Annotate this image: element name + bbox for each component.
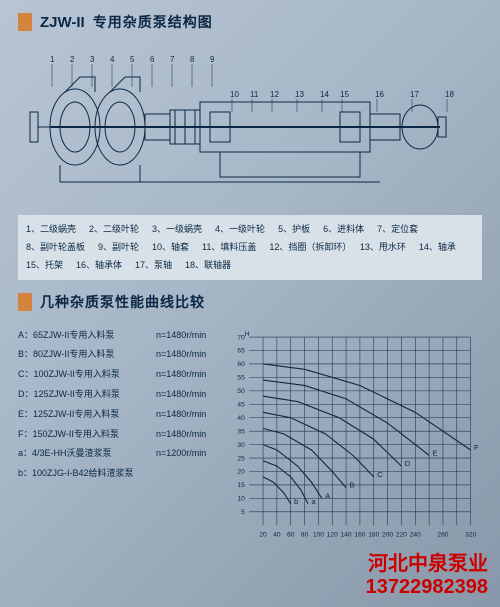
section1-header: ZJW-II 专用杂质泵结构图 [18,12,482,32]
svg-text:18: 18 [445,90,454,99]
svg-text:5: 5 [130,55,135,64]
svg-text:16: 16 [375,90,384,99]
svg-text:160: 160 [355,531,366,538]
legend-item: 4、一级叶轮 [215,221,274,237]
legend-item: 7、定位套 [377,221,427,237]
company-name: 河北中泉泵业 [366,547,488,576]
legend-item: 3、一级蜗壳 [152,221,211,237]
svg-text:17: 17 [410,90,419,99]
pump-row: a：4/3E-HH沃曼渣浆泵n=1200r/min [18,444,206,464]
svg-text:35: 35 [238,428,246,435]
svg-text:8: 8 [190,55,195,64]
svg-text:H: H [245,331,250,338]
legend-item: 17、泵轴 [135,257,181,273]
pump-row: D：125ZJW-II专用入料泵n=1480r/min [18,385,206,405]
svg-text:80: 80 [301,531,309,538]
svg-text:5: 5 [241,509,245,516]
pump-row: C：100ZJW-II专用入料泵n=1480r/min [18,365,206,385]
svg-text:C: C [377,469,383,478]
section2-title: 几种杂质泵性能曲线比较 [40,292,205,312]
svg-text:B: B [350,480,355,489]
legend-item: 2、二级叶轮 [89,221,148,237]
svg-text:14: 14 [320,90,329,99]
svg-text:b: b [294,496,298,505]
svg-text:13: 13 [295,90,304,99]
svg-text:15: 15 [340,90,349,99]
svg-text:12: 12 [270,90,279,99]
svg-text:7: 7 [170,55,175,64]
svg-text:50: 50 [238,388,246,395]
svg-text:F: F [474,443,479,452]
svg-text:45: 45 [238,401,246,408]
svg-text:240: 240 [410,531,421,538]
section2-header: 几种杂质泵性能曲线比较 [18,292,482,312]
svg-text:40: 40 [238,415,246,422]
pump-structure-diagram: 123456789101112131415161718 [18,42,482,202]
accent-bar [18,293,32,311]
svg-text:2: 2 [70,55,75,64]
legend-item: 6、进料体 [323,221,373,237]
svg-text:6: 6 [150,55,155,64]
svg-text:A: A [325,491,331,500]
svg-text:25: 25 [238,455,246,462]
svg-text:200: 200 [382,531,393,538]
legend-item: 12、挡圈（拆卸环） [269,239,356,255]
svg-text:a: a [312,496,317,505]
legend-item: 18、联轴器 [185,257,240,273]
model-code: ZJW-II [40,14,85,31]
svg-text:20: 20 [238,468,246,475]
svg-text:10: 10 [238,495,246,502]
legend-item: 1、二级蜗壳 [26,221,85,237]
svg-text:55: 55 [238,374,246,381]
parts-legend: 1、二级蜗壳 2、二级叶轮 3、一级蜗壳 4、一级叶轮 5、护板 6、进料体 7… [18,215,482,280]
phone-number: 13722982398 [366,576,488,599]
legend-item: 9、副叶轮 [98,239,148,255]
legend-item: 10、轴套 [152,239,198,255]
pump-row: b：100ZJG-I-B42给料渣浆泵 [18,464,206,484]
pump-row: B：80ZJW-II专用入料泵n=1480r/min [18,345,206,365]
performance-chart: 20 40 60 80 100120140160180200220240 280 320 5 1… [216,326,482,547]
svg-text:60: 60 [287,531,295,538]
svg-text:320: 320 [465,531,476,538]
svg-text:60: 60 [238,361,246,368]
svg-text:E: E [433,448,438,457]
svg-text:9: 9 [210,55,215,64]
svg-text:15: 15 [238,482,246,489]
legend-item: 13、甩水环 [360,239,415,255]
section1-title: 专用杂质泵结构图 [93,12,213,32]
pump-model-list: A：65ZJW-II专用入料泵n=1480r/minB：80ZJW-II专用入料… [18,326,206,547]
svg-text:3: 3 [90,55,95,64]
accent-bar [18,13,32,31]
svg-text:D: D [405,459,411,468]
pump-row: F：150ZJW-II专用入料泵n=1480r/min [18,425,206,445]
svg-text:100: 100 [313,531,324,538]
legend-item: 14、轴承 [419,239,465,255]
legend-item: 11、填料压盖 [202,239,265,255]
svg-text:40: 40 [274,531,282,538]
svg-text:120: 120 [327,531,338,538]
svg-text:65: 65 [238,347,246,354]
svg-text:220: 220 [396,531,407,538]
legend-item: 16、轴承体 [76,257,131,273]
pump-row: E：125ZJW-II专用入料泵n=1480r/min [18,405,206,425]
svg-text:20: 20 [260,531,268,538]
watermark: 河北中泉泵业 13722982398 [366,547,488,599]
svg-text:30: 30 [238,441,246,448]
svg-text:11: 11 [250,90,259,99]
legend-item: 15、托架 [26,257,72,273]
svg-text:180: 180 [369,531,380,538]
svg-text:10: 10 [230,90,239,99]
svg-text:4: 4 [110,55,115,64]
svg-text:140: 140 [341,531,352,538]
svg-text:280: 280 [438,531,449,538]
legend-item: 8、副叶轮盖板 [26,239,94,255]
svg-text:1: 1 [50,55,55,64]
pump-row: A：65ZJW-II专用入料泵n=1480r/min [18,326,206,346]
legend-item: 5、护板 [278,221,319,237]
